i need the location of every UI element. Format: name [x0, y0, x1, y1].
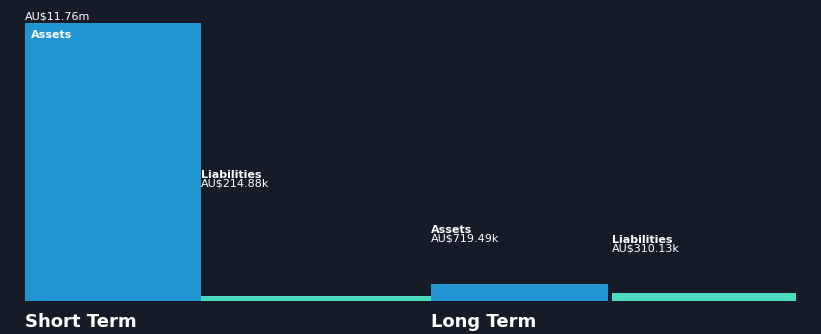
Bar: [431, 284, 608, 301]
Bar: [25, 23, 201, 301]
Text: AU$310.13k: AU$310.13k: [612, 243, 680, 253]
Text: AU$11.76m: AU$11.76m: [25, 12, 90, 22]
Text: Assets: Assets: [31, 30, 72, 40]
Text: AU$719.49k: AU$719.49k: [431, 233, 499, 243]
Text: Liabilities: Liabilities: [201, 170, 262, 180]
Text: AU$214.88k: AU$214.88k: [201, 179, 269, 189]
Text: Assets: Assets: [431, 225, 472, 235]
Text: Liabilities: Liabilities: [612, 235, 672, 245]
Bar: [201, 296, 443, 301]
Text: Long Term: Long Term: [431, 313, 536, 331]
Bar: [612, 293, 796, 301]
Text: Short Term: Short Term: [25, 313, 136, 331]
